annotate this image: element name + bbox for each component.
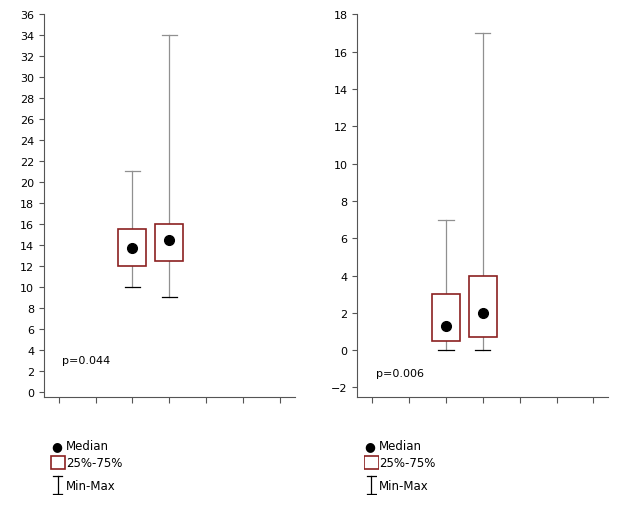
Text: p=0.006: p=0.006 <box>376 369 424 378</box>
Text: p=0.044: p=0.044 <box>62 356 110 365</box>
Bar <box>155 224 183 261</box>
Text: Median: Median <box>66 439 109 452</box>
Text: ●: ● <box>51 439 62 452</box>
Text: 25%-75%: 25%-75% <box>379 456 436 469</box>
Bar <box>469 276 497 337</box>
Text: ●: ● <box>364 439 376 452</box>
Bar <box>432 295 460 341</box>
Text: 25%-75%: 25%-75% <box>66 456 122 469</box>
Text: Min-Max: Min-Max <box>66 478 115 492</box>
Text: Median: Median <box>379 439 423 452</box>
Text: Min-Max: Min-Max <box>379 478 429 492</box>
Bar <box>364 456 379 469</box>
Bar <box>51 456 65 469</box>
Bar <box>119 230 147 266</box>
